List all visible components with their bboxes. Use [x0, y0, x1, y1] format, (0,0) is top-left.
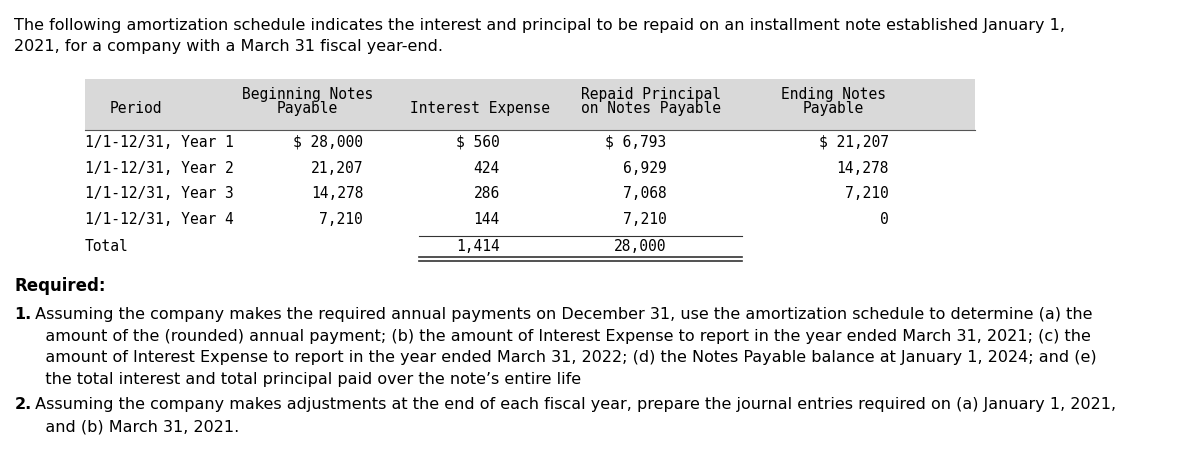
Text: $ 6,793: $ 6,793 [605, 135, 667, 150]
Text: Payable: Payable [803, 101, 864, 116]
Text: 6,929: 6,929 [623, 160, 667, 175]
Text: 144: 144 [474, 212, 499, 226]
Text: 1,414: 1,414 [456, 239, 499, 254]
Text: 1/1-12/31, Year 3: 1/1-12/31, Year 3 [85, 186, 234, 201]
Text: 286: 286 [474, 186, 499, 201]
Text: 424: 424 [474, 160, 499, 175]
Text: Assuming the company makes adjustments at the end of each fiscal year, prepare t: Assuming the company makes adjustments a… [30, 397, 1116, 434]
Text: Payable: Payable [277, 101, 338, 116]
Text: 2.: 2. [14, 397, 31, 412]
Text: $ 560: $ 560 [456, 135, 499, 150]
Text: Period: Period [109, 101, 162, 116]
Text: 7,210: 7,210 [319, 212, 364, 226]
Text: Beginning Notes: Beginning Notes [242, 87, 373, 102]
Text: Total: Total [85, 239, 128, 254]
Text: $ 28,000: $ 28,000 [293, 135, 364, 150]
Text: 7,068: 7,068 [623, 186, 667, 201]
Text: 7,210: 7,210 [845, 186, 889, 201]
Text: Assuming the company makes the required annual payments on December 31, use the : Assuming the company makes the required … [30, 307, 1097, 387]
Text: The following amortization schedule indicates the interest and principal to be r: The following amortization schedule indi… [14, 18, 1066, 54]
Text: Repaid Principal: Repaid Principal [582, 87, 721, 102]
Text: Required:: Required: [14, 277, 106, 295]
Text: Ending Notes: Ending Notes [781, 87, 886, 102]
Text: 1.: 1. [14, 307, 31, 322]
Text: 1/1-12/31, Year 2: 1/1-12/31, Year 2 [85, 160, 234, 175]
Text: 14,278: 14,278 [836, 160, 889, 175]
Text: on Notes Payable: on Notes Payable [582, 101, 721, 116]
Text: 14,278: 14,278 [311, 186, 364, 201]
Text: 7,210: 7,210 [623, 212, 667, 226]
Text: 1/1-12/31, Year 4: 1/1-12/31, Year 4 [85, 212, 234, 226]
Text: 28,000: 28,000 [614, 239, 667, 254]
Text: $ 21,207: $ 21,207 [820, 135, 889, 150]
Text: 0: 0 [881, 212, 889, 226]
Text: Interest Expense: Interest Expense [409, 101, 550, 116]
Text: 21,207: 21,207 [311, 160, 364, 175]
Text: 1/1-12/31, Year 1: 1/1-12/31, Year 1 [85, 135, 234, 150]
FancyBboxPatch shape [85, 79, 976, 130]
